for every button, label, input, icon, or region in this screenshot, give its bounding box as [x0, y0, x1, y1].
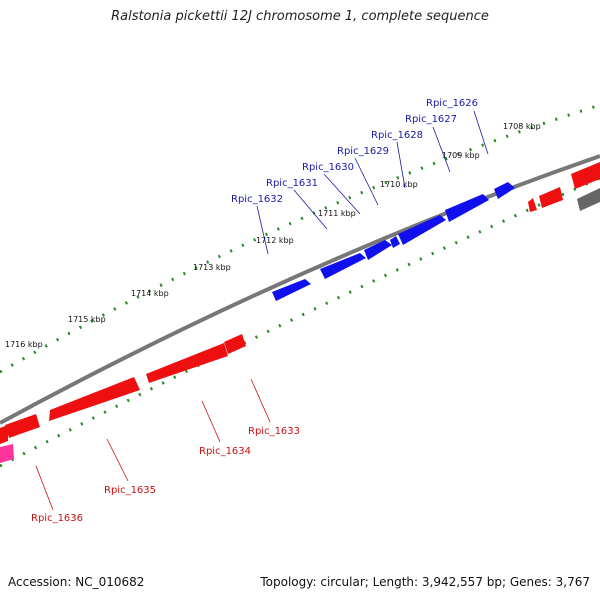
scale-label: 1713 kbp: [193, 263, 231, 272]
gene-label: Rpic_1630: [302, 162, 354, 173]
scale-label: 1711 kbp: [318, 209, 356, 218]
reverse-gene-labels: Rpic_1633 Rpic_1634 Rpic_1635 Rpic_1636: [31, 426, 300, 524]
gene-label: Rpic_1627: [405, 114, 457, 125]
gene-label: Rpic_1635: [104, 485, 156, 496]
forward-gene-track: [272, 182, 515, 301]
scale-label: 1716 kbp: [5, 340, 43, 349]
reverse-leaders: [35, 378, 271, 511]
gene-label: Rpic_1626: [426, 98, 478, 109]
leader-line: [35, 465, 54, 511]
leader-line: [256, 205, 269, 255]
leader-line: [323, 173, 361, 215]
scale-labels: 1708 kbp 1709 kbp 1710 kbp 1711 kbp 1712…: [5, 122, 541, 349]
gene-arrow[interactable]: [0, 425, 8, 444]
gene-label: Rpic_1629: [337, 146, 389, 157]
outer-tick-arc: [0, 103, 600, 374]
gene-arrow[interactable]: [364, 240, 392, 260]
gene-label: Rpic_1628: [371, 130, 423, 141]
gene-arrow[interactable]: [0, 444, 14, 463]
gene-arrow[interactable]: [5, 414, 40, 438]
gene-arrow[interactable]: [577, 188, 600, 211]
leader-line: [250, 378, 271, 423]
gene-arrow[interactable]: [49, 377, 140, 421]
gene-label: Rpic_1631: [266, 178, 318, 189]
forward-gene-labels: Rpic_1626 Rpic_1627 Rpic_1628 Rpic_1629 …: [231, 98, 478, 205]
gene-arrow[interactable]: [224, 334, 246, 354]
leader-line: [473, 110, 489, 155]
gene-arrow[interactable]: [539, 187, 563, 208]
forward-leaders: [256, 110, 489, 255]
gene-label: Rpic_1632: [231, 194, 283, 205]
reverse-gene-track: [0, 162, 600, 463]
scale-label: 1714 kbp: [131, 289, 169, 298]
leader-line: [293, 189, 328, 230]
topology-summary: Topology: circular; Length: 3,942,557 bp…: [260, 575, 590, 589]
gene-arrow[interactable]: [571, 162, 600, 189]
gene-arrow[interactable]: [320, 253, 366, 279]
leader-line: [396, 141, 406, 189]
gene-arrow[interactable]: [390, 236, 400, 248]
scale-label: 1709 kbp: [442, 151, 480, 160]
leader-line: [432, 126, 451, 173]
accession-text: Accession: NC_010682: [8, 575, 145, 589]
scale-label: 1712 kbp: [256, 236, 294, 245]
scale-label: 1715 kbp: [68, 315, 106, 324]
gene-label: Rpic_1634: [199, 446, 251, 457]
scale-label: 1710 kbp: [380, 180, 418, 189]
gene-arrow[interactable]: [528, 198, 537, 212]
map-title: Ralstonia pickettii 12J chromosome 1, co…: [111, 9, 489, 24]
gene-arrow[interactable]: [445, 194, 489, 222]
gene-arrow[interactable]: [146, 343, 228, 383]
inner-tick-arc: [0, 176, 600, 468]
gene-arrow[interactable]: [398, 215, 446, 245]
gene-arrow[interactable]: [272, 279, 311, 301]
gene-arrow[interactable]: [494, 182, 515, 199]
scale-label: 1708 kbp: [503, 122, 541, 131]
leader-line: [354, 157, 379, 206]
leader-line: [106, 438, 129, 482]
backbone-outer: [0, 154, 600, 425]
gene-label: Rpic_1636: [31, 513, 83, 524]
gene-label: Rpic_1633: [248, 426, 300, 437]
leader-line: [201, 400, 221, 443]
